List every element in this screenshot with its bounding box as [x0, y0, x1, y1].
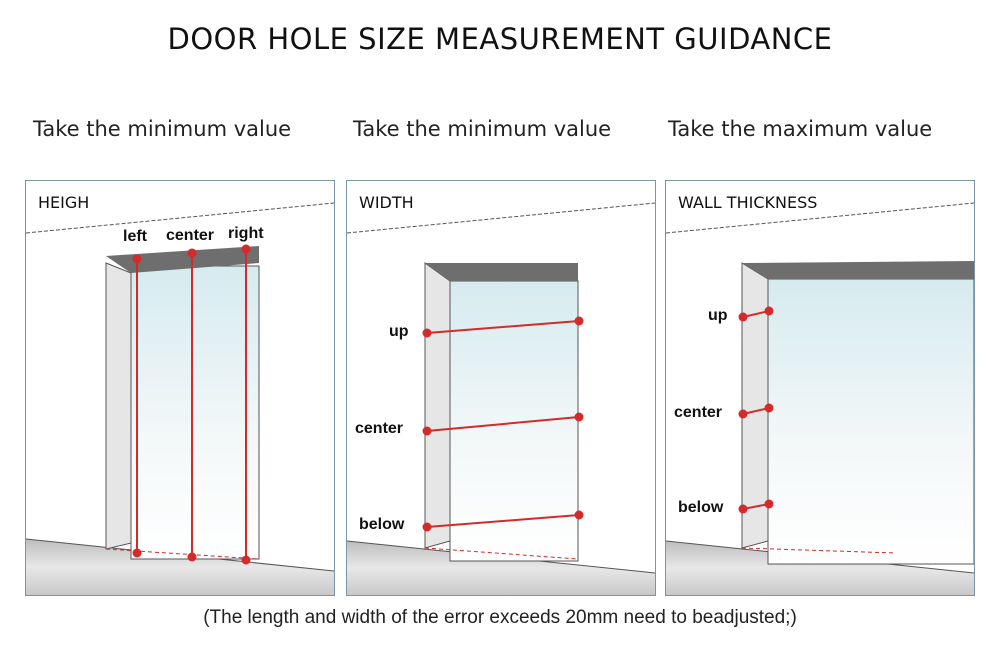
- label-left: left: [123, 228, 147, 245]
- height-door-diagram: [26, 202, 334, 595]
- footnote: (The length and width of the error excee…: [203, 607, 797, 628]
- width-panel: WIDTH up center below: [346, 180, 656, 596]
- label-up: up: [708, 307, 728, 324]
- rule-height: Take the minimum value: [33, 117, 292, 141]
- label-below: below: [359, 516, 405, 533]
- rule-width: Take the minimum value: [353, 117, 612, 141]
- panel-heading: HEIGH: [38, 193, 90, 212]
- height-panel: HEIGH left center right: [25, 180, 335, 596]
- panel-heading: WALL THICKNESS: [678, 193, 818, 212]
- panel-heading: WIDTH: [359, 193, 414, 212]
- label-right: right: [228, 225, 264, 242]
- label-center: center: [166, 227, 215, 244]
- label-up: up: [389, 323, 409, 340]
- rule-thickness: Take the maximum value: [668, 117, 933, 141]
- page-title: DOOR HOLE SIZE MEASUREMENT GUIDANCE: [167, 22, 833, 56]
- wall-thickness-panel: WALL THICKNESS up center below: [665, 180, 975, 596]
- width-door-diagram: [347, 202, 655, 595]
- label-center: center: [674, 404, 723, 421]
- label-center: center: [355, 420, 404, 437]
- thickness-door-diagram: [666, 202, 974, 595]
- label-below: below: [678, 499, 724, 516]
